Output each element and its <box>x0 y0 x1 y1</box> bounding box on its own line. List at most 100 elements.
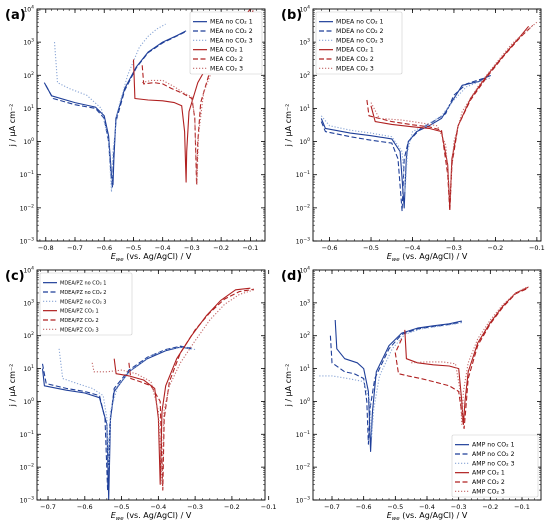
panel-label: (a) <box>5 8 26 23</box>
y-tick-label: 103 <box>23 298 34 307</box>
legend-box <box>451 434 539 498</box>
x-axis-label-rest: (vs. Ag/AgCl) / V <box>400 252 468 261</box>
legend-label: MDEA/PZ no CO₂ 2 <box>60 290 106 296</box>
y-tick-label: 102 <box>299 71 310 80</box>
panel-label: (c) <box>5 269 25 284</box>
y-axis-label: j / μA cm⁻² <box>284 364 293 408</box>
y-tick-label: 10−3 <box>296 496 310 505</box>
legend-label: MEA no CO₂ 2 <box>210 28 253 35</box>
x-axis-label: Ewe (vs. Ag/AgCl) / V <box>387 511 468 520</box>
series-line-1 <box>41 345 192 491</box>
series-line-0 <box>334 319 462 453</box>
x-tick-label: −0.5 <box>387 503 403 511</box>
y-tick-label: 103 <box>299 38 310 47</box>
plot-frame <box>312 269 542 501</box>
y-tick-label: 103 <box>299 298 310 307</box>
y-tick-label: 10−1 <box>20 430 34 439</box>
y-tick-label: 104 <box>299 266 310 275</box>
legend-label: AMP CO₂ 1 <box>472 470 505 477</box>
x-tick-label: −0.1 <box>261 503 277 511</box>
y-tick-label: 10−1 <box>20 170 34 179</box>
legend-label: MEA no CO₂ 3 <box>210 37 253 44</box>
legend-label: MDEA no CO₂ 3 <box>336 37 384 44</box>
panel-label: (b) <box>281 8 302 23</box>
y-tick-label: 104 <box>299 5 310 14</box>
legend-box <box>315 11 403 75</box>
series-line-2 <box>58 346 196 468</box>
x-tick-label: −0.6 <box>356 503 372 511</box>
y-axis-label: j / μA cm⁻² <box>8 364 17 408</box>
x-tick-label: −0.1 <box>242 244 258 252</box>
series-group <box>41 287 255 500</box>
legend: MEA no CO₂ 1 MEA no CO₂ 2 MEA no CO₂ 3 MEA … <box>189 11 263 75</box>
x-tick-label: −0.2 <box>488 244 504 252</box>
y-tick-label: 10−1 <box>296 170 310 179</box>
x-tick-label: −0.4 <box>150 503 166 511</box>
x-tick-label: −0.8 <box>38 244 54 252</box>
y-tick-label: 103 <box>23 38 34 47</box>
x-axis-label-subscript: we <box>116 516 124 520</box>
legend-label: MDEA CO₂ 2 <box>336 56 374 63</box>
x-axis-label-symbol: E <box>111 252 117 261</box>
x-tick-label: −0.6 <box>77 503 93 511</box>
y-tick-label: 10−2 <box>20 203 34 212</box>
y-tick-label: 101 <box>23 364 34 373</box>
x-axis-label-symbol: E <box>111 511 117 520</box>
x-tick-label: −0.7 <box>324 503 340 511</box>
x-tick-label: −0.5 <box>363 244 379 252</box>
legend: AMP no CO₂ 1 AMP no CO₂ 2 AMP no CO₂ 3 AMP … <box>451 434 539 498</box>
series-line-2 <box>319 322 462 439</box>
legend-label: MEA CO₂ 1 <box>210 47 243 54</box>
x-tick-label: −0.2 <box>213 244 229 252</box>
y-tick-label: 102 <box>299 331 310 340</box>
plot-frame <box>312 8 542 242</box>
x-tick-label: −0.3 <box>446 244 462 252</box>
series-line-0 <box>320 76 488 209</box>
panel-d: 10−3 10−2 10−1 100 101 102 103 104 −0.7 −0.6 −0.5 −… <box>281 266 542 520</box>
x-axis-label: Ewe (vs. Ag/AgCl) / V <box>111 252 192 263</box>
legend-label: AMP no CO₂ 1 <box>472 442 515 449</box>
x-axis-label-symbol: E <box>387 252 393 261</box>
x-tick-label: −0.5 <box>126 244 142 252</box>
x-tick-label: −0.2 <box>482 503 498 511</box>
legend: MDEA/PZ no CO₂ 1 MDEA/PZ no CO₂ 2 MDEA/PZ … <box>39 272 133 336</box>
legend-label: MEA CO₂ 3 <box>210 65 243 72</box>
y-tick-label: 10−3 <box>20 496 34 505</box>
x-tick-label: −0.1 <box>514 503 530 511</box>
legend-label: AMP CO₂ 2 <box>472 479 505 486</box>
plot-frame <box>36 269 266 501</box>
x-tick-label: −0.5 <box>114 503 130 511</box>
panel-a: 10−3 10−2 10−1 100 101 102 103 104 −0.8 −0.7 −0.6 −… <box>5 5 266 263</box>
x-axis-label: Ewe (vs. Ag/AgCl) / V <box>387 252 468 263</box>
x-tick-label: −0.4 <box>419 503 435 511</box>
x-tick-label: −0.7 <box>67 244 83 252</box>
legend-label: MDEA/PZ no CO₂ 3 <box>60 299 106 305</box>
x-axis-label-subscript: we <box>392 257 400 263</box>
y-axis-label: j / μA cm⁻² <box>284 104 293 148</box>
legend-label: MDEA/PZ no CO₂ 1 <box>60 281 106 287</box>
y-tick-label: 104 <box>23 5 34 14</box>
y-tick-label: 100 <box>299 137 310 146</box>
series-line-2 <box>320 77 492 193</box>
panel-c: 10−3 10−2 10−1 100 101 102 103 104 −0.7 −0.6 −0.5 −… <box>5 266 277 520</box>
series-group <box>319 285 529 453</box>
series-line-1 <box>320 74 492 212</box>
y-tick-label: 10−3 <box>20 237 34 246</box>
legend-label: MDEA/PZ CO₂ 3 <box>60 327 99 333</box>
x-axis-label: Ewe (vs. Ag/AgCl) / V <box>111 511 192 520</box>
series-line-5 <box>411 285 529 425</box>
y-tick-label: 102 <box>23 331 34 340</box>
x-tick-label: −0.3 <box>187 503 203 511</box>
x-tick-label: −0.4 <box>155 244 171 252</box>
y-tick-label: 10−2 <box>296 203 310 212</box>
y-tick-label: 102 <box>23 71 34 80</box>
y-axis-label: j / μA cm⁻² <box>8 104 17 148</box>
x-axis-label-rest: (vs. Ag/AgCl) / V <box>124 511 192 520</box>
series-line-0 <box>43 30 187 186</box>
legend-label: MDEA no CO₂ 2 <box>336 28 384 35</box>
legend-label: MDEA/PZ CO₂ 2 <box>60 318 99 324</box>
x-tick-label: −0.1 <box>529 244 545 252</box>
y-tick-label: 100 <box>23 137 34 146</box>
x-axis-label-symbol: E <box>387 511 393 520</box>
